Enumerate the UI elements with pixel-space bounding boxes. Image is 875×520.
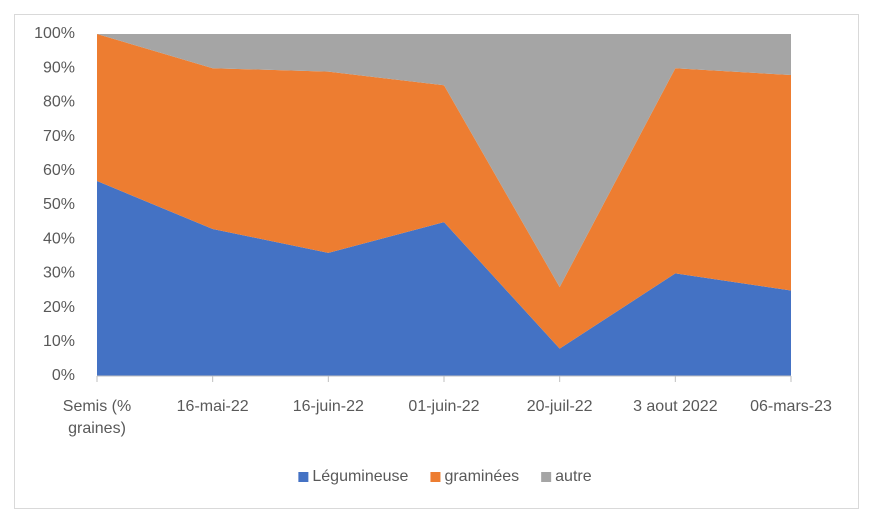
legend-label: Légumineuse: [312, 468, 408, 485]
x-tick-label: 20-juil-22: [526, 398, 593, 415]
legend-label: graminées: [444, 468, 519, 485]
y-tick-label: 40%: [43, 230, 75, 247]
y-tick-label: 0%: [52, 367, 75, 384]
chart-frame: [14, 14, 859, 509]
y-tick-label: 10%: [43, 333, 75, 350]
x-tick-label: 16-mai-22: [176, 398, 249, 415]
y-tick-label: 60%: [43, 162, 75, 179]
x-tick-label: 01-juin-22: [408, 398, 480, 415]
legend-swatch: [298, 472, 309, 482]
x-tick-label: 06-mars-23: [750, 398, 832, 415]
legend-label: autre: [555, 468, 592, 485]
y-tick-label: 20%: [43, 299, 75, 316]
area: [97, 34, 791, 349]
y-tick-label: 30%: [43, 265, 75, 282]
legend-swatch: [430, 472, 441, 482]
y-tick-label: 100%: [34, 25, 75, 42]
x-tick-label: Semis (% graines): [62, 398, 132, 437]
area: [97, 34, 791, 288]
y-tick-label: 90%: [43, 59, 75, 76]
y-tick-label: 70%: [43, 128, 75, 145]
x-tick-label: 3 aout 2022: [633, 398, 718, 415]
y-tick-label: 50%: [43, 196, 75, 213]
y-tick-label: 80%: [43, 94, 75, 111]
legend-swatch: [541, 472, 552, 482]
area: [97, 181, 791, 376]
x-tick-label: 16-juin-22: [292, 398, 364, 415]
